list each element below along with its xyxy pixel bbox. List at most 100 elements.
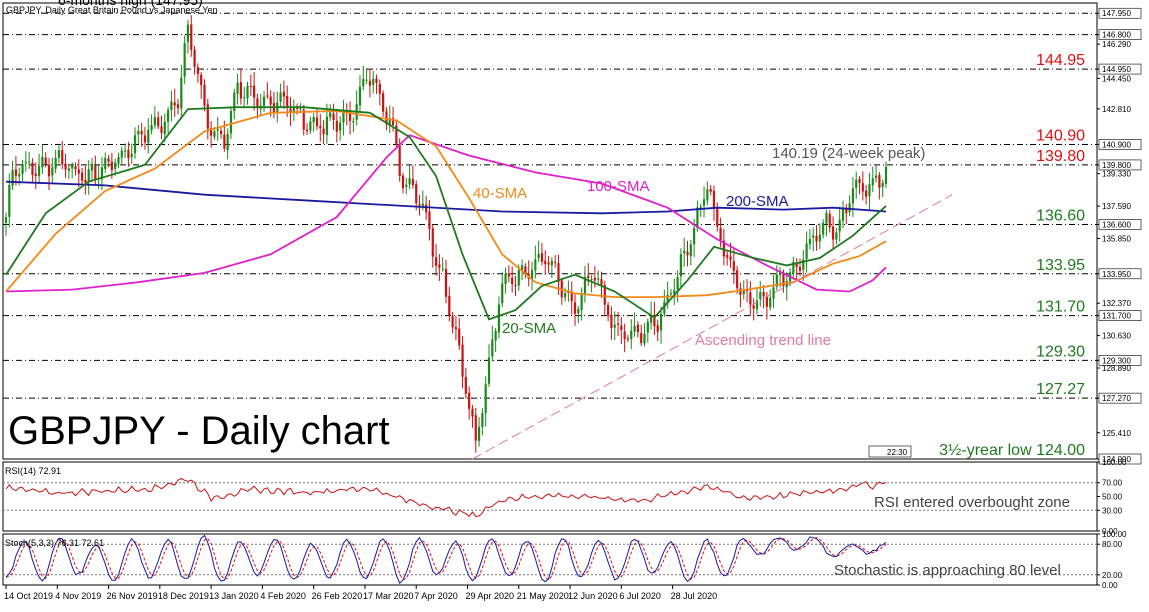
- candle-body: [332, 113, 335, 120]
- candle-body: [841, 208, 845, 222]
- candle-body: [385, 111, 388, 124]
- candle-body: [186, 24, 190, 43]
- candle-body: [659, 313, 663, 331]
- candle-body: [348, 112, 352, 121]
- candle-body: [633, 325, 636, 332]
- candle-body: [504, 273, 507, 284]
- candle-body: [286, 95, 289, 108]
- candle-body: [143, 135, 147, 143]
- candle-body: [64, 163, 67, 170]
- candle-body: [44, 157, 47, 165]
- candle-body: [120, 150, 123, 158]
- candle-body: [441, 268, 444, 270]
- candle-body: [319, 126, 322, 129]
- candle-body: [272, 103, 276, 114]
- level-label: 136.60: [1036, 207, 1085, 224]
- candle-body: [190, 24, 193, 51]
- candle-body: [878, 175, 881, 188]
- candle-body: [590, 279, 593, 281]
- candle-body: [322, 128, 325, 135]
- candle-body: [266, 95, 269, 97]
- candle-body: [342, 111, 345, 123]
- candle-body: [150, 125, 153, 131]
- candle-body: [673, 290, 676, 294]
- candle-body: [206, 104, 209, 129]
- level-label: 129.30: [1036, 343, 1085, 360]
- candle-body: [253, 85, 256, 98]
- x-axis-label: 14 Oct 2019: [4, 591, 53, 601]
- candle-body: [716, 208, 719, 227]
- candle-body: [520, 265, 524, 271]
- candle-body: [742, 290, 745, 295]
- candle-body: [868, 184, 871, 197]
- candle-body: [57, 150, 61, 158]
- candle-body: [874, 175, 878, 179]
- candle-body: [729, 256, 732, 260]
- candle-body: [477, 426, 481, 441]
- candle-body: [203, 84, 206, 106]
- candle-body: [474, 415, 477, 441]
- price-axis-label: 144.450: [1102, 74, 1131, 83]
- x-axis-label: 18 Dec 2019: [158, 591, 209, 601]
- candle-body: [749, 292, 752, 305]
- candle-body: [329, 112, 332, 118]
- candle-body: [570, 291, 573, 302]
- candle-body: [782, 272, 785, 287]
- candle-body: [193, 49, 196, 67]
- candle-body: [831, 226, 835, 240]
- candle-body: [210, 128, 213, 136]
- level-label: 139.80: [1036, 148, 1085, 165]
- candle-body: [871, 178, 874, 186]
- x-axis-label: 17 Mar 2020: [363, 591, 414, 601]
- candle-body: [514, 284, 517, 286]
- candle-body: [557, 263, 560, 282]
- candle-body: [127, 149, 130, 159]
- candle-body: [607, 305, 610, 316]
- x-axis-label: 6 Jul 2020: [619, 591, 661, 601]
- candle-body: [481, 412, 484, 428]
- candle-body: [4, 217, 8, 223]
- ascending-trend-line: [472, 194, 953, 460]
- candle-body: [769, 297, 772, 308]
- candle-body: [759, 292, 762, 300]
- x-axis-label: 26 Nov 2019: [107, 591, 158, 601]
- candle-body: [693, 227, 696, 245]
- candle-body: [77, 169, 80, 174]
- candle-body: [133, 135, 137, 154]
- price-axis-label: 147.950: [1102, 9, 1131, 18]
- candle-body: [233, 92, 236, 111]
- level-label: 127.27: [1036, 381, 1085, 398]
- candle-body: [54, 157, 57, 169]
- candle-body: [84, 179, 87, 183]
- candle-body: [798, 266, 802, 271]
- candle-body: [537, 253, 540, 259]
- candle-body: [792, 261, 795, 274]
- candle-body: [411, 179, 415, 186]
- candle-body: [282, 91, 285, 97]
- candle-body: [838, 219, 841, 232]
- candle-body: [845, 208, 848, 214]
- price-axis-highlight: [1098, 7, 1142, 19]
- candle-body: [848, 203, 851, 213]
- level-label: 133.95: [1036, 257, 1085, 274]
- candle-body: [87, 169, 90, 182]
- candle-body: [501, 283, 504, 304]
- level-label: 144.95: [1036, 52, 1085, 69]
- candle-body: [104, 158, 107, 169]
- candle-body: [401, 175, 405, 189]
- candle-body: [352, 121, 355, 123]
- candle-body: [173, 102, 176, 106]
- x-axis-label: 21 May 2020: [517, 591, 569, 601]
- sma40-label: 40-SMA: [473, 185, 527, 202]
- candle-body: [28, 161, 31, 163]
- price-axis-label: 129.300: [1102, 356, 1131, 365]
- candle-body: [312, 116, 315, 123]
- candle-body: [802, 259, 805, 270]
- rsi-caption: RSI(14) 72.91: [5, 466, 61, 476]
- stoch-axis-label: 100.00: [1102, 530, 1127, 539]
- candle-body: [858, 178, 861, 183]
- x-axis-label: 26 Feb 2020: [312, 591, 363, 601]
- candle-body: [563, 293, 567, 298]
- candle-body: [431, 228, 434, 257]
